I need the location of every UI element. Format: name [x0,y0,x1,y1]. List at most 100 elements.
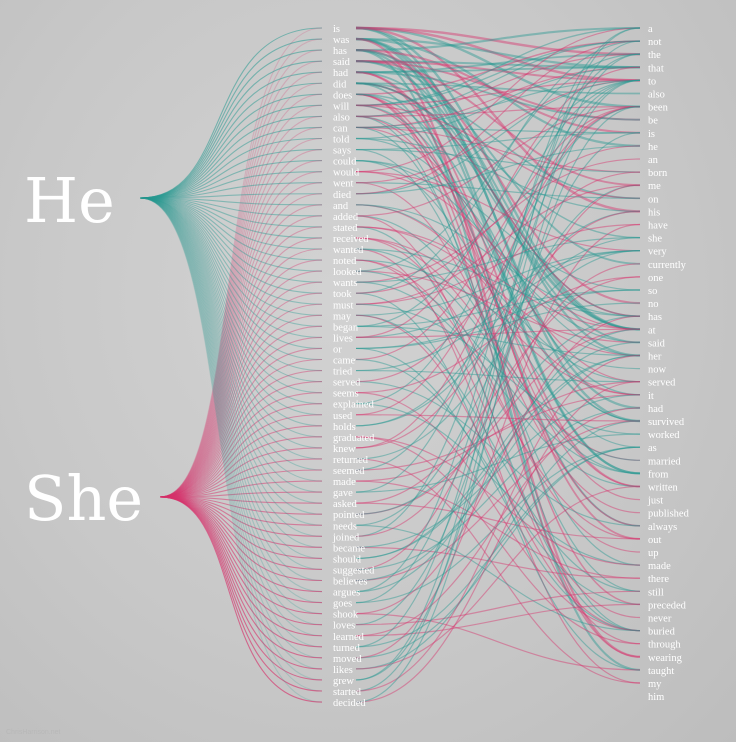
verb-word-link [355,328,641,515]
she-link-line [159,226,323,498]
next-word-label: no [648,299,659,310]
she-link-line [159,137,323,498]
she-link-line [159,82,323,498]
verb-word-link [355,381,641,703]
verb-word-link [355,223,641,305]
he-link-line [139,197,323,626]
he-link-line [139,60,323,199]
next-word-label: just [647,496,663,507]
verb-word-link [355,79,641,107]
he-link-line [139,104,323,199]
verb-word-link [355,446,641,648]
verb-word-link [355,71,641,488]
verb-word-link [355,60,641,121]
next-word-label: it [648,391,654,402]
verb-word-link [355,250,641,316]
verb-label: wanted [333,245,364,256]
verb-word-link [355,328,641,593]
next-word-label: an [648,155,659,166]
verb-label-column: iswashassaidhaddiddoeswillalsocantoldsay… [332,24,375,709]
next-word-label: my [648,679,662,690]
she-link-line [159,149,323,498]
verb-word-link [355,204,641,396]
he-link-line [139,197,323,692]
he-link-line [139,197,323,537]
verb-label: holds [333,422,356,433]
verb-word-link [355,115,641,501]
verb-word-link [355,354,641,559]
he-link-line [139,137,323,199]
he-link-line [139,197,323,405]
she-link-line [159,104,323,498]
verb-word-link [355,394,641,471]
verb-word-link [355,26,641,52]
next-word-label: not [648,37,662,48]
verb-word-link [355,215,641,474]
next-word-label: survived [648,417,685,428]
verb-label: seems [333,389,359,400]
verb-word-link [355,82,641,318]
verb-word-link [355,37,641,69]
verb-word-link [355,446,641,604]
she-link-line [159,414,323,498]
verb-word-link [355,60,641,69]
verb-word-link [355,184,641,526]
she-link-line [159,447,323,498]
next-word-label: said [648,338,666,349]
verb-label: went [333,179,353,190]
verb-label: moved [333,654,362,665]
verb-word-link [355,314,641,592]
verb-word-link [355,314,641,632]
verb-label: said [333,57,351,68]
verb-word-link [355,458,641,684]
verb-word-link [355,79,641,195]
verb-word-link [355,37,641,658]
verb-word-link [355,27,641,593]
next-word-label: out [648,535,662,546]
he-link-line [139,197,323,250]
verb-word-link [355,524,641,632]
verb-word-link [355,226,641,357]
verb-word-link [355,171,641,383]
next-word-label: there [648,574,669,585]
he-link-line [139,197,323,206]
verb-label: must [333,300,354,311]
verb-word-link [355,27,641,681]
verb-word-link [355,93,641,239]
she-link-line [159,126,323,498]
he-link-line [139,197,323,681]
verb-word-link [355,215,641,645]
verb-word-link [355,171,641,330]
she-link-line [159,160,323,498]
verb-word-link [355,40,641,107]
verb-word-link [355,115,641,422]
next-word-label: very [648,247,667,258]
she-link-line [159,403,323,498]
verb-word-link [355,106,641,117]
verb-word-link [355,436,641,645]
he-link-line [139,182,323,199]
he-link-line [139,197,323,394]
verb-label: returned [333,455,369,466]
verb-word-link [355,248,641,461]
verb-label: learned [333,632,365,643]
next-word-label: have [648,221,668,232]
verb-word-link [355,433,641,493]
verb-word-link [355,226,641,632]
he-link-line [139,197,323,493]
verb-word-link [355,590,641,626]
verb-label: should [333,554,362,565]
verb-label: believes [333,577,367,588]
verb-label: died [333,190,352,201]
verb-word-link [355,79,641,129]
next-word-label: she [648,234,662,245]
she-link-line [159,314,323,498]
she-link-line [159,358,323,498]
verb-word-link [355,26,641,56]
she-link-line [159,49,323,498]
verb-word-link [355,82,641,200]
verb-label: suggested [333,565,375,576]
she-link-line [159,237,323,498]
she-link-line [159,27,323,498]
verb-word-link [355,106,641,681]
